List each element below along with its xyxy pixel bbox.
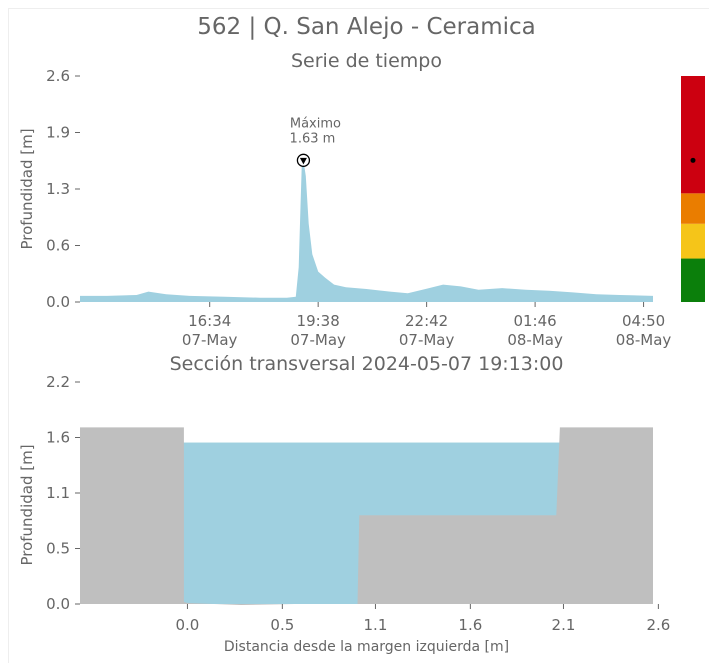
x-tick-label: 1.6 [458,616,482,634]
x-tick-date-label: 07-May [399,331,455,349]
x-tick-time-label: 19:38 [297,312,340,330]
level-bar-green [681,258,705,302]
x-axis-label: Distancia desde la margen izquierda [m] [224,639,509,655]
depth-series-area [80,160,653,302]
y-tick-label: 0.0 [46,293,70,311]
x-tick-time-label: 01:46 [513,312,556,330]
max-marker-triangle [299,157,307,165]
x-tick-label: 2.6 [646,616,670,634]
y-tick-label: 1.3 [46,180,70,198]
y-tick-label: 2.6 [46,67,70,85]
y-tick-label: 2.2 [46,373,70,391]
max-annotation-value: 1.63 m [290,131,336,146]
level-bar-yellow [681,223,705,259]
figure-frame [8,8,709,663]
x-tick-date-label: 07-May [290,331,346,349]
x-tick-label: 0.0 [176,616,200,634]
level-bar-orange [681,193,705,224]
max-annotation-label: Máximo [290,116,341,131]
time-series-title: Serie de tiempo [291,50,442,72]
x-tick-label: 2.1 [552,616,576,634]
x-tick-time-label: 22:42 [405,312,448,330]
x-tick-label: 1.1 [364,616,388,634]
cross-section-title: Sección transversal 2024-05-07 19:13:00 [169,353,564,375]
y-tick-label: 0.5 [46,540,70,558]
level-bar-red [681,76,705,194]
y-axis-label: Profundidad [m] [18,128,36,249]
x-tick-date-label: 07-May [182,331,238,349]
x-tick-date-label: 08-May [616,331,672,349]
x-tick-date-label: 08-May [507,331,563,349]
y-tick-label: 1.1 [46,484,70,502]
y-tick-label: 1.9 [46,124,70,142]
ground-profile [80,427,653,605]
x-tick-time-label: 04:50 [622,312,665,330]
level-bar-marker [690,157,696,163]
x-tick-time-label: 16:34 [188,312,231,330]
y-tick-label: 1.6 [46,429,70,447]
x-tick-label: 0.5 [270,616,294,634]
y-tick-label: 0.6 [46,237,70,255]
y-tick-label: 0.0 [46,595,70,613]
y-axis-label: Profundidad [m] [18,444,36,565]
figure-title: 562 | Q. San Alejo - Ceramica [197,14,536,40]
